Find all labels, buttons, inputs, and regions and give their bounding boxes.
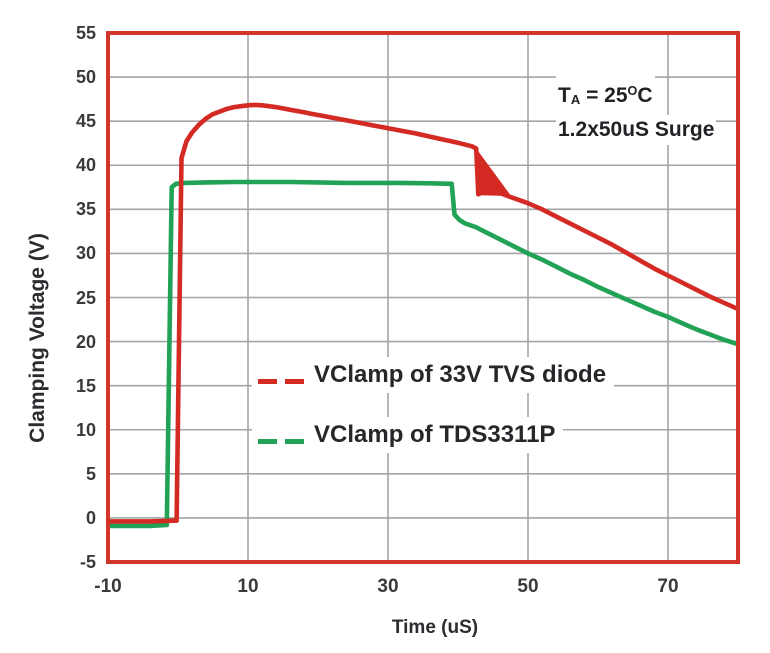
y-tick-label: 15 [75, 375, 96, 396]
x-tick-label: -10 [94, 576, 122, 597]
legend-item-tds3311p: VClamp of TDS3311P [252, 417, 564, 453]
plot-border [106, 31, 740, 564]
x-tick-label: 30 [377, 576, 399, 597]
legend-label-tds3311p: VClamp of TDS3311P [314, 421, 556, 448]
series-line-33v-tvs-diode [108, 102, 738, 524]
y-tick-label: 10 [75, 419, 96, 440]
red-surge-notch [476, 148, 512, 197]
y-tick-label: 20 [75, 331, 96, 352]
y-tick-label: 40 [75, 155, 96, 176]
legend-item-33v-tvs-diode: VClamp of 33V TVS diode [252, 357, 615, 393]
x-axis-title: Time (uS) [391, 617, 479, 638]
y-tick-label: 25 [75, 287, 96, 308]
x-tick-label: 70 [657, 576, 679, 597]
x-tick-label: 10 [237, 576, 259, 597]
y-tick-label: -5 [79, 552, 96, 572]
y-tick-label: 5 [85, 463, 96, 484]
y-tick-label: 30 [75, 243, 96, 264]
x-tick-label: 50 [517, 576, 539, 597]
y-tick-label: 50 [75, 67, 96, 88]
y-tick-label: 55 [75, 23, 96, 43]
y-tick-label: 0 [85, 507, 96, 528]
y-tick-label: 35 [75, 199, 96, 220]
series-line-tds3311p [108, 179, 738, 529]
y-axis-title: Clamping Voltage (V) [26, 233, 49, 443]
y-tick-label: 45 [75, 111, 96, 132]
annotation-temperature: TA = 25OC [556, 76, 655, 115]
series-layer [108, 102, 738, 529]
chart-annotation: TA = 25OC 1.2x50uS Surge [556, 76, 717, 145]
annotation-surge-waveform: 1.2x50uS Surge [556, 114, 717, 145]
legend-label-33v-tvs-diode: VClamp of 33V TVS diode [314, 361, 607, 388]
green-dashed-line-icon [258, 439, 304, 444]
red-dashed-line-icon [258, 379, 304, 384]
